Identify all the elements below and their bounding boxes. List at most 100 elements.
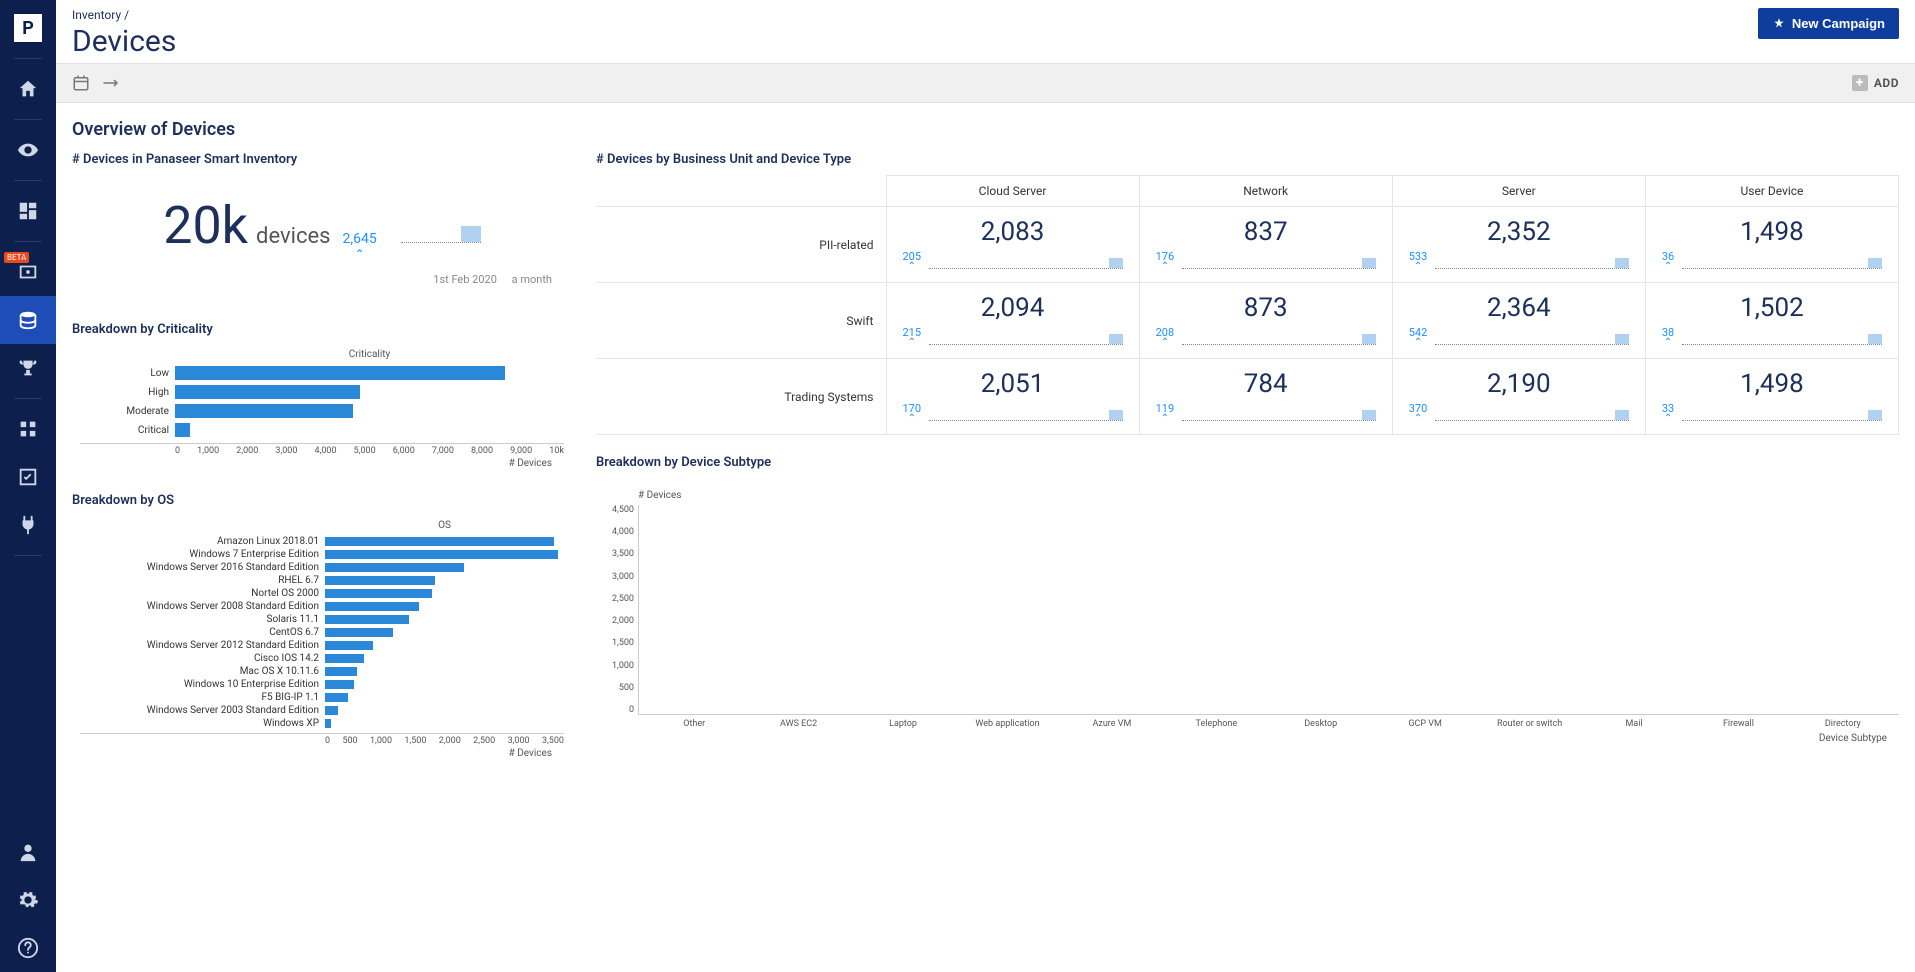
hbar-label: CentOS 6.7: [80, 627, 325, 638]
sparkline: [929, 255, 1123, 269]
big-delta: 2,645 ⌃: [343, 231, 377, 261]
hbar-label: Cisco IOS 14.2: [80, 653, 325, 664]
sparkline: [1682, 407, 1882, 421]
beta-badge: BETA: [4, 252, 29, 263]
hbar-label: Windows Server 2008 Standard Edition: [80, 601, 325, 612]
hbar-label: RHEL 6.7: [80, 575, 325, 586]
hbar-label: Solaris 11.1: [80, 614, 325, 625]
vbar-label: AWS EC2: [748, 719, 848, 729]
nav-settings[interactable]: [0, 876, 56, 924]
nav-checklist[interactable]: [0, 453, 56, 501]
add-button[interactable]: + ADD: [1852, 75, 1899, 91]
matrix-col-header: User Device: [1645, 176, 1898, 207]
hbar-bar[interactable]: [325, 563, 464, 572]
hbar-row: Solaris 11.1: [80, 613, 564, 625]
matrix-row-header: PII-related: [596, 207, 886, 283]
hbar-row: Windows XP: [80, 717, 564, 729]
vbar-label: Desktop: [1271, 719, 1371, 729]
cell-delta: 38⌃: [1662, 327, 1674, 348]
matrix-cell[interactable]: 2,364542⌃: [1392, 283, 1645, 359]
hbar-bar[interactable]: [325, 550, 558, 559]
nav-beta[interactable]: BETA: [0, 248, 56, 296]
nav-plug[interactable]: [0, 501, 56, 549]
matrix-cell[interactable]: 2,190370⌃: [1392, 359, 1645, 435]
breadcrumb[interactable]: Inventory /: [72, 8, 176, 22]
cell-delta: 119⌃: [1156, 403, 1175, 424]
hbar-bar[interactable]: [325, 667, 357, 676]
cell-value: 873: [1156, 293, 1376, 323]
hbar-bar[interactable]: [325, 615, 409, 624]
matrix-col-header: Network: [1139, 176, 1392, 207]
hbar-bar[interactable]: [325, 589, 432, 598]
hbar-row: Mac OS X 10.11.6: [80, 665, 564, 677]
toolbar: + ADD: [56, 63, 1915, 103]
calendar-icon[interactable]: [72, 74, 90, 92]
nav-database[interactable]: [0, 296, 56, 344]
matrix-cell[interactable]: 2,051170⌃: [886, 359, 1139, 435]
hbar-bar[interactable]: [325, 602, 419, 611]
sparkline: [1182, 255, 1376, 269]
nav-home[interactable]: [0, 65, 56, 113]
hbar-bar[interactable]: [325, 641, 373, 650]
nav-user[interactable]: [0, 828, 56, 876]
matrix-cell[interactable]: 2,083205⌃: [886, 207, 1139, 283]
hbar-row: Moderate: [80, 402, 564, 420]
matrix-col-header: Server: [1392, 176, 1645, 207]
cell-value: 1,498: [1662, 369, 1882, 399]
hbar-bar[interactable]: [175, 423, 190, 437]
matrix-cell[interactable]: 1,49836⌃: [1645, 207, 1898, 283]
hbar-label: Mac OS X 10.11.6: [80, 666, 325, 677]
arrow-icon[interactable]: [102, 77, 120, 89]
hbar-bar[interactable]: [175, 366, 505, 380]
hbar-row: Cisco IOS 14.2: [80, 652, 564, 664]
hbar-bar[interactable]: [325, 680, 354, 689]
cell-delta: 215⌃: [903, 327, 922, 348]
hbar-label: Windows Server 2003 Standard Edition: [80, 705, 325, 716]
matrix-row-header: Swift: [596, 283, 886, 359]
matrix-cell[interactable]: 1,502 38⌃: [1645, 283, 1898, 359]
nav-help[interactable]: [0, 924, 56, 972]
hbar-bar[interactable]: [175, 385, 360, 399]
new-campaign-button[interactable]: New Campaign: [1758, 8, 1899, 39]
panel-criticality: Breakdown by Criticality Criticality Low…: [72, 322, 572, 473]
nav-dashboard[interactable]: [0, 187, 56, 235]
hbar-row: Windows 7 Enterprise Edition: [80, 548, 564, 560]
hbar-bar[interactable]: [325, 628, 393, 637]
hbar-bar[interactable]: [325, 537, 554, 546]
cell-value: 1,502: [1662, 293, 1882, 323]
cell-value: 837: [1156, 217, 1376, 247]
header: Inventory / Devices New Campaign: [56, 0, 1915, 63]
hbar-bar[interactable]: [325, 693, 348, 702]
nav-grid[interactable]: [0, 405, 56, 453]
matrix-cell[interactable]: 1,49833⌃: [1645, 359, 1898, 435]
vbar-label: Laptop: [853, 719, 953, 729]
hbar-label: Windows Server 2012 Standard Edition: [80, 640, 325, 651]
hbar-bar[interactable]: [325, 719, 331, 728]
hbar-bar[interactable]: [325, 654, 364, 663]
matrix-cell[interactable]: 873208⌃: [1139, 283, 1392, 359]
sparkline: [1182, 331, 1376, 345]
big-unit: devices: [256, 224, 330, 249]
logo[interactable]: P: [12, 12, 44, 44]
cell-delta: 205⌃: [903, 251, 922, 272]
hbar-bar[interactable]: [175, 404, 353, 418]
vbar-label: Mail: [1584, 719, 1684, 729]
hbar-row: Windows Server 2003 Standard Edition: [80, 704, 564, 716]
plus-icon: +: [1852, 75, 1868, 91]
matrix-cell[interactable]: 2,352533⌃: [1392, 207, 1645, 283]
cell-value: 2,352: [1409, 217, 1629, 247]
hbar-bar[interactable]: [325, 706, 338, 715]
matrix-cell[interactable]: 784119⌃: [1139, 359, 1392, 435]
nav-eye[interactable]: [0, 126, 56, 174]
vbar-label: Azure VM: [1062, 719, 1162, 729]
metric-range: a month: [512, 273, 552, 286]
matrix-cell[interactable]: 2,094215⌃: [886, 283, 1139, 359]
hbar-label: Windows 10 Enterprise Edition: [80, 679, 325, 690]
matrix-cell[interactable]: 837176⌃: [1139, 207, 1392, 283]
panel-subtype: Breakdown by Device Subtype # Devices 4,…: [596, 455, 1899, 744]
nav-trophy[interactable]: [0, 344, 56, 392]
hbar-label: Low: [80, 368, 175, 379]
cell-value: 1,498: [1662, 217, 1882, 247]
hbar-row: Windows 10 Enterprise Edition: [80, 678, 564, 690]
hbar-bar[interactable]: [325, 576, 435, 585]
